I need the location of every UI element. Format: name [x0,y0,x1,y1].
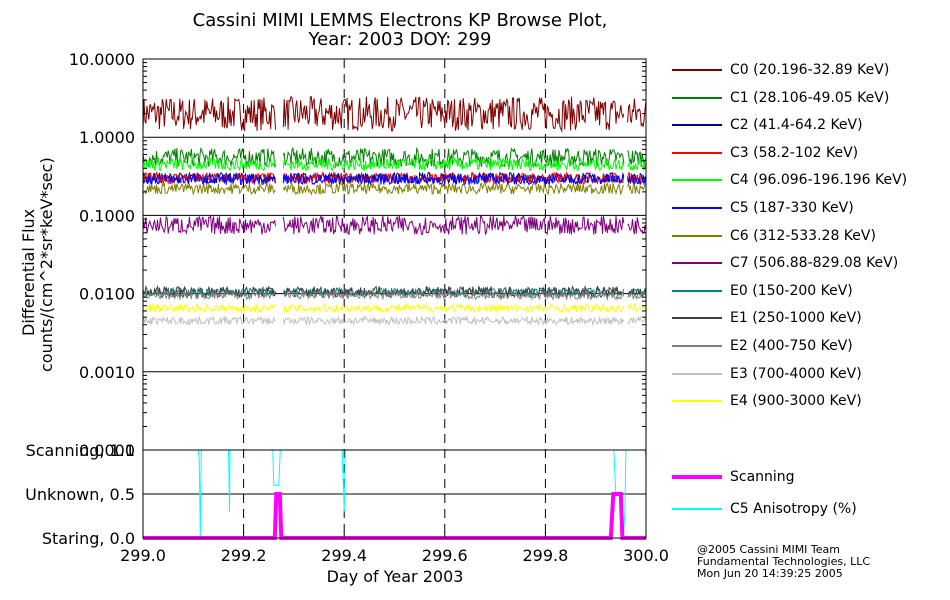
y-tick-label: Scanning, 1.0 [26,441,135,460]
legend-swatch [672,124,722,127]
legend-label: C0 (20.196-32.89 KeV) [730,62,890,78]
legend-swatch [672,372,722,375]
series-line [142,289,647,302]
legend-item: E4 (900-3000 KeV) [672,391,862,411]
legend-label: C2 (41.4-64.2 KeV) [730,117,863,134]
series-line [142,181,647,196]
legend-item: Scanning [672,467,795,487]
x-tick-label: 299.0 [120,546,166,565]
y-tick-label: 0.0010 [79,363,135,382]
legend-label: E3 (700-4000 KeV) [730,365,862,382]
footer-organization: Fundamental Technologies, LLC [697,555,871,568]
x-tick-label: 300.0 [623,546,669,565]
legend-swatch [672,400,722,403]
legend-item: C2 (41.4-64.2 KeV) [672,115,863,135]
legend-item: E3 (700-4000 KeV) [672,364,862,384]
x-axis-label: Day of Year 2003 [326,567,464,586]
series-line [142,171,647,187]
legend-item: E1 (250-1000 KeV) [672,308,862,328]
series-line [142,156,647,172]
y-tick-label: 0.1000 [79,206,135,225]
legend-swatch [672,151,722,154]
legend-item: C7 (506.88-829.08 KeV) [672,253,898,273]
legend-swatch [672,207,722,209]
x-tick-label: 299.2 [221,546,267,565]
chart-title-line1: Cassini MIMI LEMMS Electrons KP Browse P… [192,10,608,31]
legend-item: C5 (187-330 KeV) [672,198,854,218]
legend-label: C3 (58.2-102 KeV) [730,144,859,161]
legend-label: Scanning [730,469,795,485]
legend-item: C5 Anisotropy (%) [672,499,857,519]
legend-swatch [672,179,722,182]
bottom-panel-frame [142,449,647,539]
series-line [142,214,647,236]
legend-item: E2 (400-750 KeV) [672,336,853,356]
legend-swatch [672,289,722,292]
legend-label: C5 Anisotropy (%) [730,501,857,517]
y-axis-label-line1: Differential Flux [19,208,38,336]
legend-swatch [672,345,722,347]
legend-item: C1 (28.106-49.05 KeV) [672,88,889,108]
legend-label: C5 (187-330 KeV) [730,200,854,216]
y-tick-label: Staring, 0.0 [42,529,135,548]
legend-label: C4 (96.096-196.196 KeV) [730,172,908,189]
series-line-scanning [143,492,646,540]
legend-swatch [672,234,722,237]
legend-label: E1 (250-1000 KeV) [730,310,862,327]
series-line [142,284,647,299]
series-line [142,302,647,314]
legend-item: C0 (20.196-32.89 KeV) [672,60,889,80]
legend-item: E0 (150-200 KeV) [672,281,853,301]
y-tick-label: 0.0100 [79,285,135,304]
legend-swatch [672,508,722,510]
legend-swatch [672,69,722,71]
footer-copyright: @2005 Cassini MIMI Team [697,543,840,556]
y-tick-label: 1.0000 [79,128,135,147]
series-line [142,95,647,133]
legend-label: E0 (150-200 KeV) [730,282,853,299]
y-axis-label-line2: counts/(cm^2*sr*keV*sec) [37,157,56,372]
legend-label: E4 (900-3000 KeV) [730,393,862,410]
legend-swatch [672,317,722,320]
legend-label: E2 (400-750 KeV) [730,338,853,354]
legend-swatch [672,96,722,99]
x-tick-label: 299.6 [422,546,468,565]
chart-title-line2: Year: 2003 DOY: 299 [308,29,492,50]
x-tick-label: 299.4 [321,546,367,565]
footer-timestamp: Mon Jun 20 14:39:25 2005 [697,567,843,580]
legend-label: C1 (28.106-49.05 KeV) [730,89,890,106]
legend-item: C4 (96.096-196.196 KeV) [672,170,907,190]
legend-label: C6 (312-533.28 KeV) [730,227,876,244]
legend-swatch [672,262,722,265]
legend-label: C7 (506.88-829.08 KeV) [730,255,899,272]
y-tick-label: Unknown, 0.5 [25,485,135,504]
y-tick-label: 10.0000 [69,50,135,69]
legend-item: C6 (312-533.28 KeV) [672,226,876,246]
legend-item: C3 (58.2-102 KeV) [672,143,858,163]
y-tick-label: 0.0001 [79,441,135,460]
x-tick-label: 299.8 [522,546,568,565]
series-line [142,315,647,327]
legend-swatch [672,475,722,479]
